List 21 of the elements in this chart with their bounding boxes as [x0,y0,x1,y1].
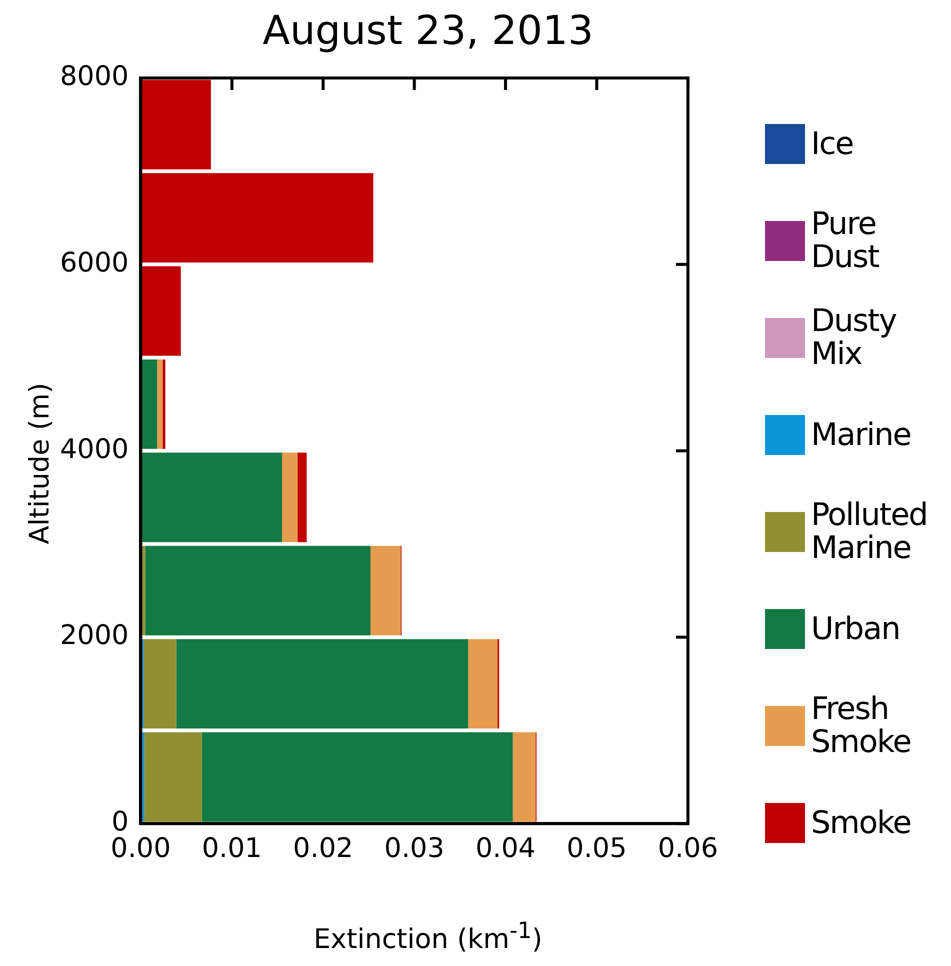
y-tick-label: 8000 [60,61,129,92]
legend-label: Smoke [811,804,912,840]
legend-label: Ice [811,126,854,162]
y-tick-label: 6000 [60,247,129,278]
x-axis-title: Extinction (km$^{-1}$) [312,918,544,955]
x-tick-label: 0.06 [658,832,718,864]
x-tick-label: 0.04 [475,832,536,864]
legend-label: Dusty Mix [811,303,898,372]
x-tick-label: 0.03 [384,832,444,864]
legend-label: Pure Dust [811,206,880,275]
legend-label: Urban [811,610,901,646]
chart-title: August 23, 2013 [262,8,594,54]
x-tick-label: 0.05 [566,832,627,864]
y-axis-title: Altitude (m) [24,382,56,546]
legend-label: Fresh Smoke [811,691,912,760]
x-tick-label: 0.01 [202,832,262,864]
legend-label: Marine [811,416,912,452]
y-tick-label: 4000 [60,434,129,465]
legend-label: Polluted Marine [811,497,928,566]
y-tick-label: 2000 [60,620,129,652]
x-tick-label: 0.02 [293,832,354,864]
